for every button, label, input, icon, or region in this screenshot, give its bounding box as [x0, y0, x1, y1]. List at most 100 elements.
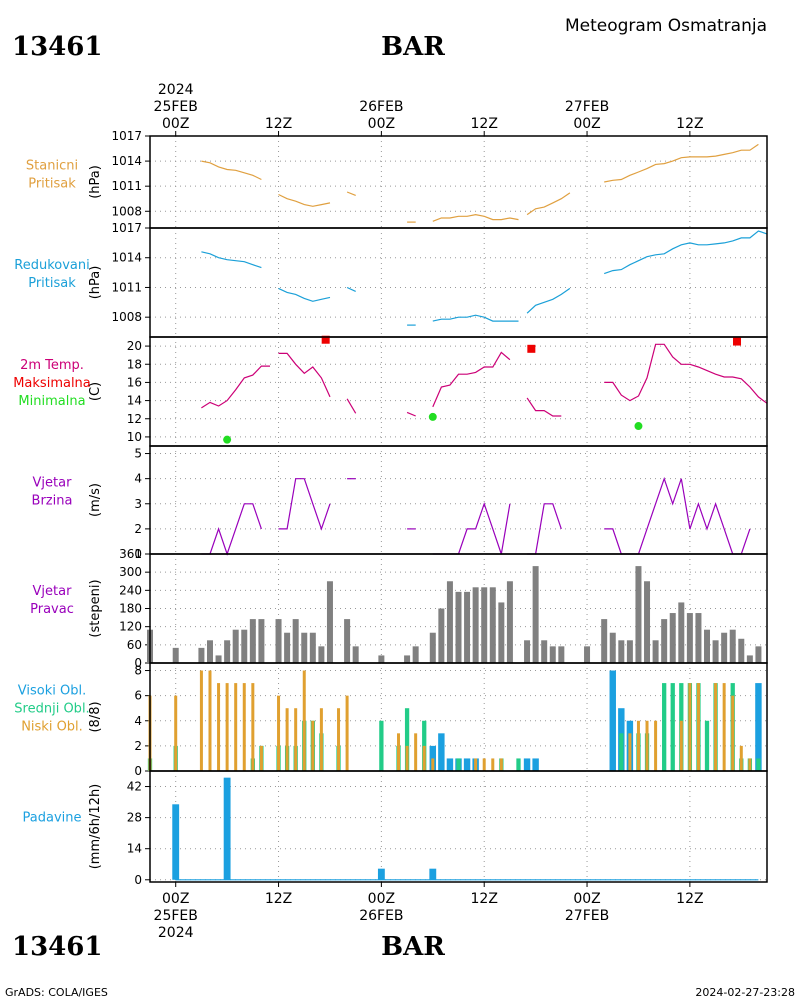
- x-tick-label-top: 12Z: [265, 116, 292, 132]
- station-name-bottom: BAR: [381, 932, 445, 962]
- bar-mark: [746, 655, 753, 663]
- panel-wind-direction: 0 60 120 180 240 300 360 Vjetar Pravac (stepeni): [30, 547, 768, 670]
- bar-mark: [431, 758, 435, 771]
- bar-mark: [242, 683, 246, 771]
- bar-mark: [626, 640, 633, 663]
- panel-frame: [149, 227, 768, 338]
- temperature-series-2: [223, 412, 643, 444]
- panel-label: Stanicni: [26, 159, 78, 174]
- x-tick-label-bottom: 2024: [158, 925, 194, 941]
- series-line: [432, 351, 511, 408]
- y-tick-label: 20: [127, 339, 142, 353]
- bar-mark: [618, 640, 625, 663]
- series-line: [406, 411, 416, 417]
- y-tick-label: 120: [119, 620, 142, 634]
- point-mark: [223, 435, 232, 444]
- panel-unit-label: (8/8): [88, 701, 103, 732]
- bar-mark: [481, 587, 488, 663]
- y-tick-label: 1017: [111, 221, 142, 235]
- station-id-bottom: 13461: [12, 932, 102, 962]
- series-line: [526, 397, 562, 417]
- series-line: [432, 314, 519, 322]
- series-line: [526, 192, 571, 216]
- bar-mark: [199, 670, 203, 771]
- panel-label: Pritisak: [28, 177, 76, 192]
- panel-label: Pritisak: [28, 276, 76, 291]
- bar-mark: [472, 587, 479, 663]
- panel-unit-label: (stepeni): [88, 579, 103, 637]
- x-tick-label-bottom: 25FEB: [154, 908, 198, 924]
- series-line: [346, 398, 357, 414]
- bar-mark: [601, 619, 608, 663]
- series-line: [346, 191, 356, 196]
- bar-mark: [506, 581, 513, 663]
- bar-mark: [404, 655, 411, 663]
- station-pressure-series-0: [201, 143, 759, 223]
- x-tick-label-top: 25FEB: [154, 99, 198, 115]
- series-line: [526, 287, 571, 314]
- panel-clouds: 0 2 4 6 8 Visoki Obl. Srednji Obl. Niski Obl. (8…: [14, 662, 768, 778]
- x-tick-label-top: 12Z: [676, 116, 703, 132]
- bar-mark: [541, 640, 548, 663]
- bar-mark: [678, 602, 685, 663]
- y-tick-label: 28: [127, 811, 142, 825]
- bar-mark: [232, 629, 239, 663]
- bar-mark: [172, 647, 179, 663]
- bar-mark: [532, 758, 539, 771]
- panel-unit-label: (hPa): [88, 165, 103, 199]
- bar-mark: [208, 670, 212, 771]
- bar-mark: [412, 646, 419, 663]
- panel-label: Minimalna: [18, 394, 85, 409]
- temperature-series-0: [201, 343, 768, 417]
- bar-mark: [326, 581, 333, 663]
- bar-mark: [198, 647, 205, 663]
- series-line: [201, 365, 270, 409]
- y-tick-label: 180: [119, 602, 142, 616]
- bar-mark: [223, 777, 231, 880]
- y-tick-label: 4: [134, 472, 142, 486]
- bar-mark: [704, 720, 710, 771]
- bar-mark: [377, 868, 385, 880]
- bar-mark: [206, 640, 213, 663]
- bar-mark: [729, 629, 736, 663]
- bar-mark: [499, 758, 503, 771]
- panel-label: Redukovani: [14, 258, 89, 273]
- bar-mark: [738, 638, 745, 663]
- y-tick-label: 240: [119, 583, 142, 597]
- y-tick-label: 16: [127, 375, 142, 389]
- x-tick-label-bottom: 12Z: [471, 891, 498, 907]
- y-tick-label: 5: [134, 447, 142, 461]
- series-line: [278, 193, 331, 207]
- y-tick-label: 14: [127, 394, 142, 408]
- reduced-pressure-series-0: [201, 230, 768, 326]
- temperature-series-1: [321, 335, 742, 353]
- series-line: [527, 503, 562, 555]
- bar-mark: [302, 670, 306, 771]
- bar-mark: [337, 708, 341, 771]
- wind-direction-series-0: [147, 566, 762, 663]
- bar-mark: [224, 640, 231, 663]
- x-tick-label-bottom: 27FEB: [565, 908, 609, 924]
- bar-mark: [755, 683, 762, 771]
- bar-mark: [669, 613, 676, 663]
- x-tick-label-top: 00Z: [368, 116, 395, 132]
- bar-mark: [414, 733, 418, 771]
- panel-wind-speed: 1 2 3 4 5 Vjetar Brzina (m/s): [32, 445, 768, 561]
- panel-unit-label: (C): [88, 382, 103, 401]
- point-mark: [428, 412, 437, 421]
- bar-mark: [652, 640, 659, 663]
- series-line: [201, 251, 262, 269]
- bar-mark: [644, 581, 651, 663]
- bar-mark: [345, 695, 349, 771]
- bar-mark: [251, 683, 255, 771]
- panel-label: Brzina: [32, 493, 73, 508]
- point-mark: [321, 335, 330, 344]
- bar-mark: [344, 619, 351, 663]
- y-tick-label: 18: [127, 357, 142, 371]
- wind-speed-series-0: [201, 476, 751, 556]
- x-tick-label-top: 00Z: [573, 116, 600, 132]
- y-tick-label: 0: [134, 764, 142, 778]
- bar-mark: [688, 683, 692, 771]
